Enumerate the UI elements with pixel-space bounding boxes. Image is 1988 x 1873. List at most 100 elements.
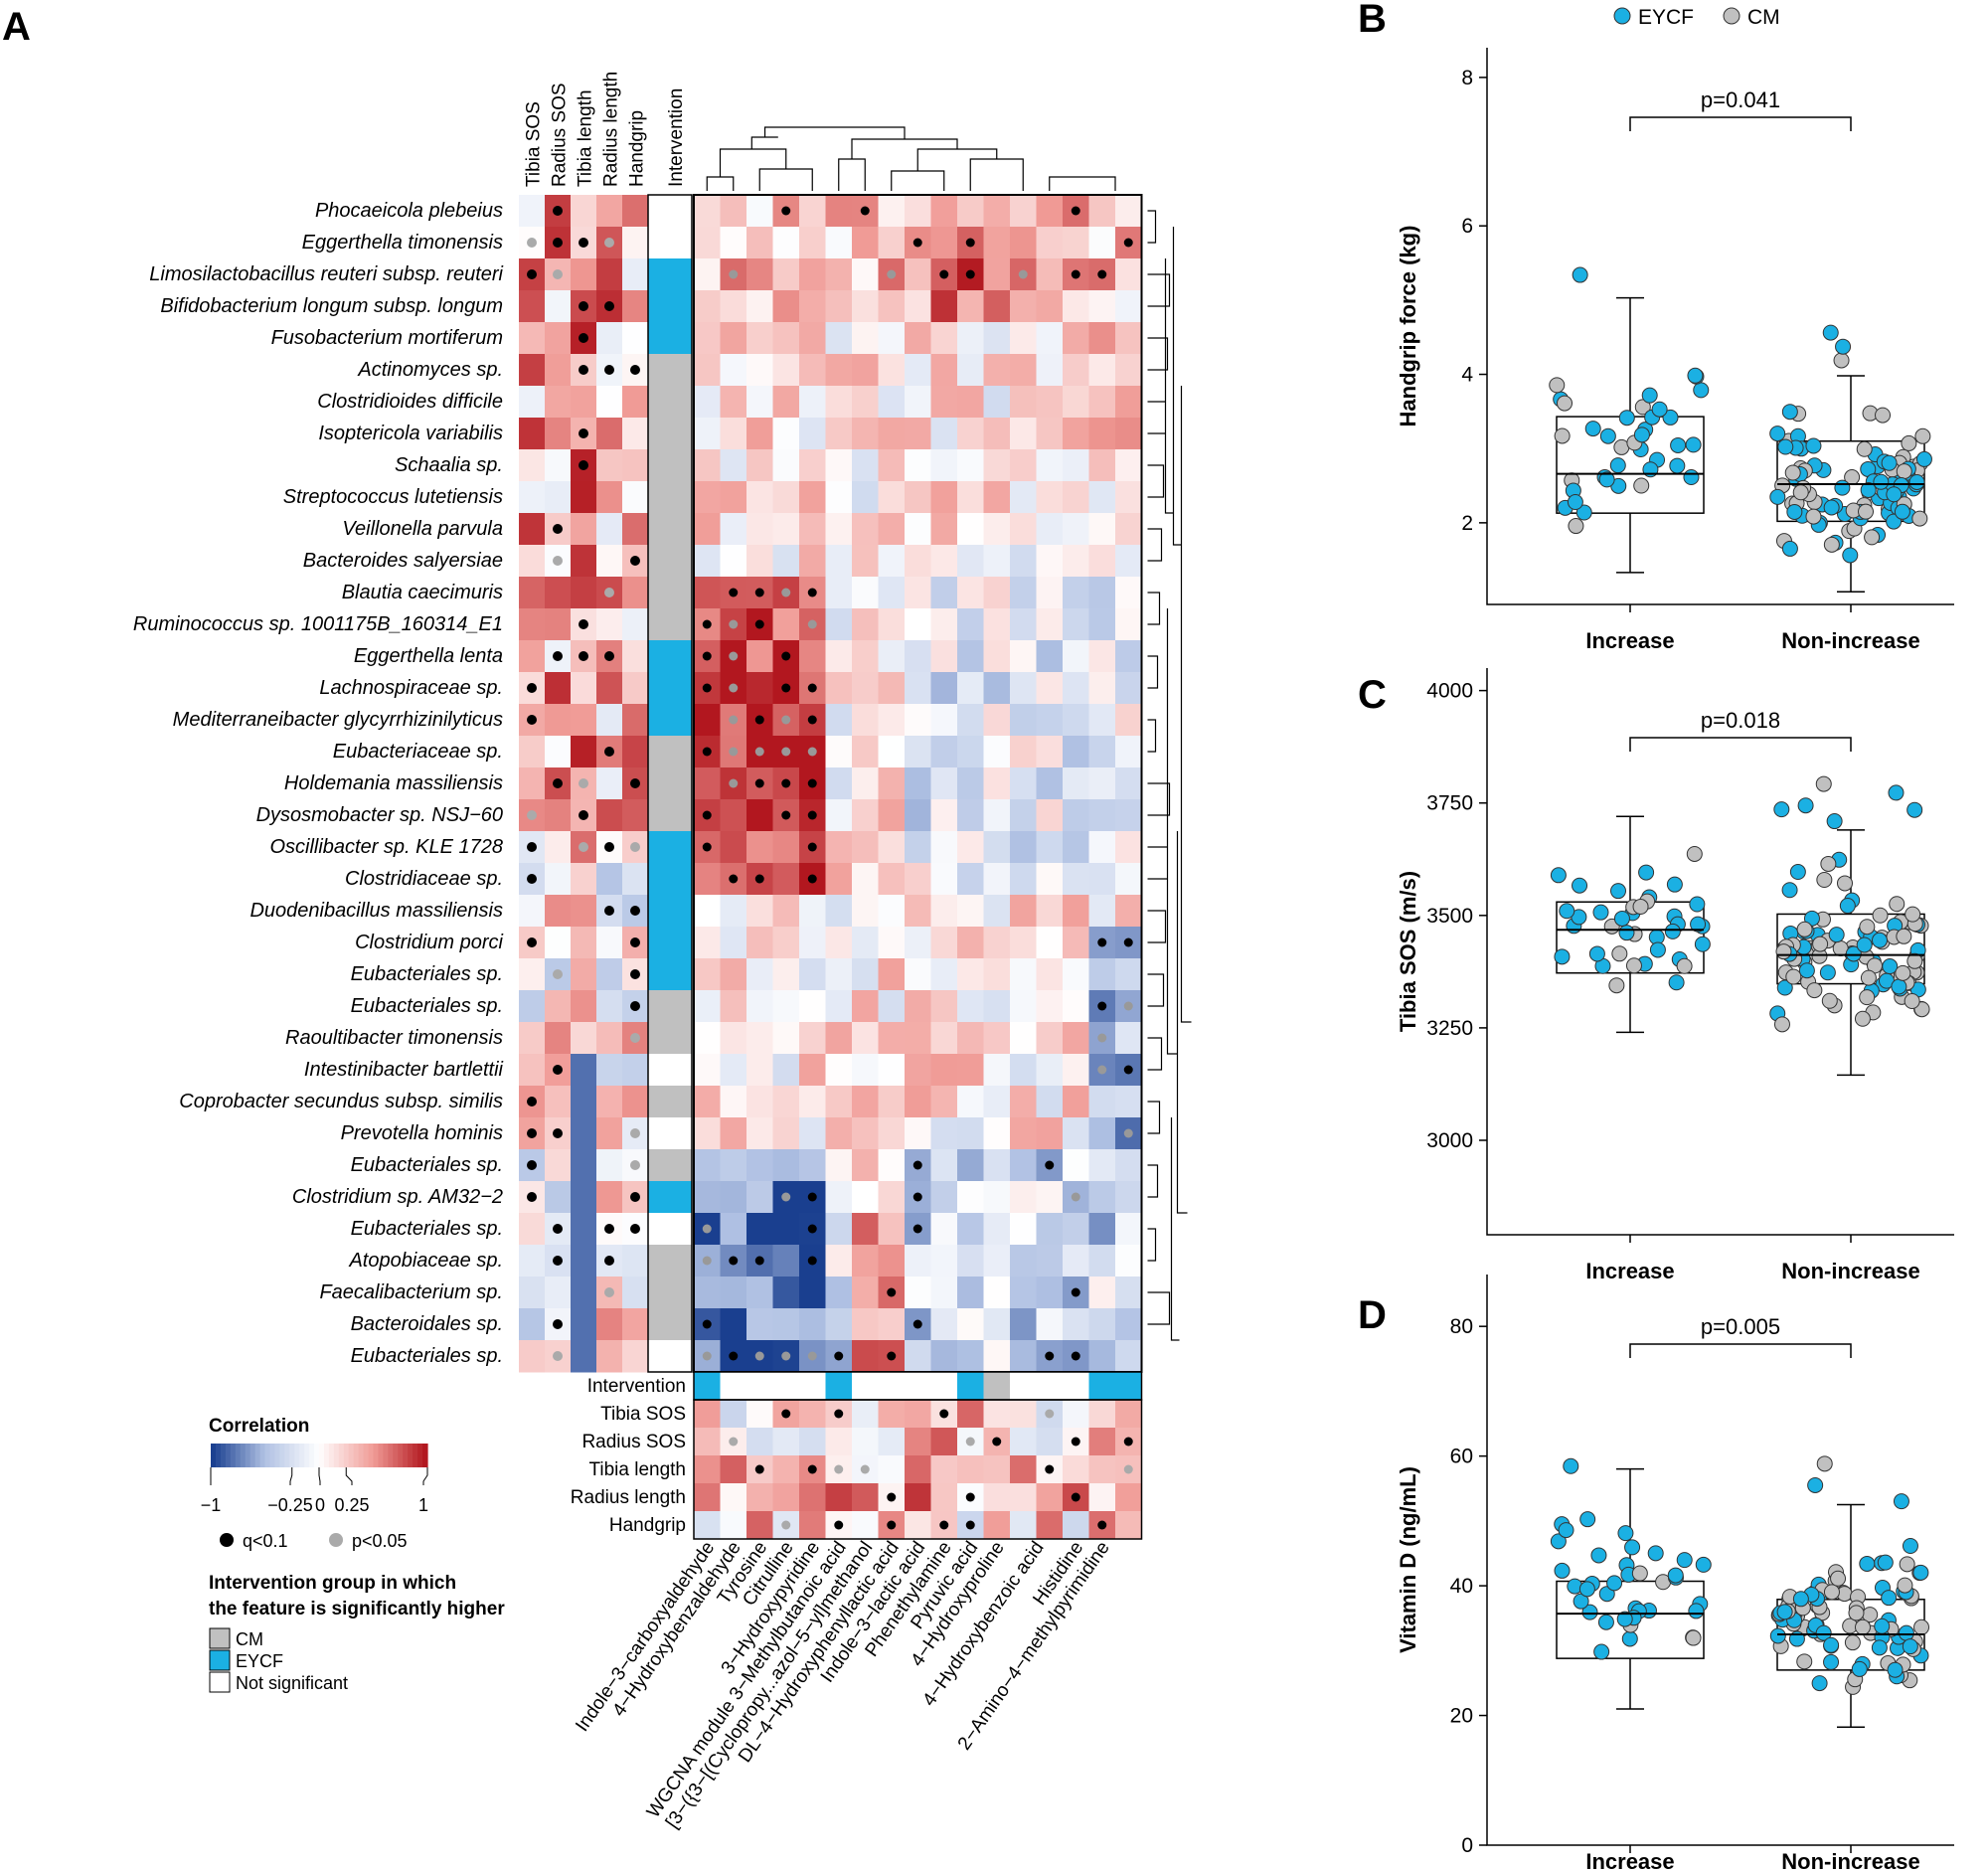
- data-point: [1670, 436, 1687, 453]
- data-point: [1687, 367, 1704, 384]
- heatmap-cell: [878, 831, 906, 864]
- significance-dot: [604, 1256, 614, 1266]
- bottom-cell: [852, 1372, 879, 1401]
- left-cell: [545, 386, 572, 419]
- left-cell: [545, 481, 572, 514]
- left-cell: [596, 1086, 623, 1118]
- heatmap-cell: [825, 449, 853, 482]
- heatmap-cell: [983, 1308, 1011, 1341]
- bottom-cell: [878, 1428, 906, 1456]
- row-label: Limosilactobacillus reuteri subsp. reute…: [149, 263, 503, 285]
- significance-bracket: [1629, 1343, 1852, 1358]
- heatmap-cell: [905, 927, 931, 959]
- heatmap-cell: [825, 258, 853, 291]
- significance-dot: [630, 1001, 640, 1011]
- data-point: [1871, 932, 1888, 948]
- colorbar-segment: [333, 1444, 340, 1467]
- colorbar-segment: [289, 1444, 295, 1467]
- colorbar-segment: [383, 1444, 389, 1467]
- heatmap-cell: [746, 258, 773, 291]
- heatmap-cell: [694, 513, 721, 546]
- significance-dot: [579, 238, 588, 248]
- data-point: [1881, 454, 1898, 471]
- bottom-cell: [799, 1372, 826, 1401]
- heatmap-cell: [1036, 799, 1064, 832]
- data-point: [1807, 1476, 1824, 1493]
- heatmap-cell: [694, 418, 721, 450]
- heatmap-cell: [1010, 767, 1037, 800]
- heatmap-cell: [694, 354, 721, 387]
- significance-dot: [553, 524, 563, 534]
- heatmap-cell: [1088, 545, 1116, 578]
- heatmap-cell: [694, 290, 721, 323]
- bottom-cell: [1088, 1483, 1116, 1512]
- left-cell: [519, 577, 546, 609]
- heatmap-cell: [694, 927, 721, 959]
- bottom-cell: [1088, 1372, 1116, 1401]
- heatmap-cell: [694, 481, 721, 514]
- heatmap-cell: [1115, 545, 1142, 578]
- significance-dot: [1071, 1192, 1080, 1202]
- heatmap-cell: [694, 1054, 721, 1087]
- data-point: [1886, 486, 1903, 503]
- left-cell: [571, 927, 597, 959]
- significance-dot: [527, 810, 537, 820]
- significance-dot: [834, 1409, 844, 1419]
- bottom-cell: [983, 1455, 1011, 1484]
- heatmap-cell: [852, 1054, 879, 1087]
- data-point: [1895, 964, 1911, 981]
- data-point: [1820, 855, 1837, 872]
- heatmap-cell: [852, 386, 879, 419]
- colorbar-segment: [393, 1444, 399, 1467]
- heatmap-cell: [1010, 1308, 1037, 1341]
- heatmap-cell: [852, 640, 879, 673]
- colorbar-segment: [254, 1444, 261, 1467]
- intervention-cell: [648, 577, 692, 609]
- data-point: [1893, 1493, 1909, 1510]
- row-label: Eubacteriales sp.: [351, 963, 503, 985]
- significance-dot: [1018, 269, 1028, 279]
- intervention-cell: [648, 895, 692, 928]
- bottom-cell: [720, 1400, 747, 1429]
- heatmap-cell: [983, 608, 1011, 641]
- significance-dot: [527, 1160, 537, 1170]
- eycf-label: EYCF: [236, 1651, 283, 1671]
- significance-dot: [579, 619, 588, 629]
- significance-dot: [807, 1464, 817, 1474]
- significance-dot: [807, 810, 817, 820]
- heatmap-cell: [825, 513, 853, 546]
- bottom-cell: [825, 1483, 853, 1512]
- heatmap-cell: [825, 736, 853, 768]
- significance-dot: [754, 778, 764, 788]
- heatmap-cell: [1010, 481, 1037, 514]
- heatmap-cell: [930, 290, 958, 323]
- left-cell: [622, 608, 649, 641]
- intervention-cell: [648, 386, 692, 419]
- significance-dot: [860, 1464, 870, 1474]
- data-point: [1676, 1552, 1693, 1569]
- heatmap-cell: [905, 290, 931, 323]
- left-cell: [596, 1308, 623, 1341]
- data-point: [1598, 471, 1615, 488]
- colorbar-segment: [269, 1444, 276, 1467]
- heatmap-cell: [825, 958, 853, 991]
- bottom-cell: [1088, 1455, 1116, 1484]
- data-point: [1858, 503, 1875, 520]
- significance-dot: [912, 238, 922, 248]
- intervention-cell: [648, 1054, 692, 1087]
- tick-label-0: 0: [315, 1495, 325, 1515]
- axis-line: [1486, 668, 1954, 1236]
- heatmap-cell: [878, 1181, 906, 1214]
- row-label: Duodenibacillus massiliensis: [249, 900, 503, 922]
- heatmap-cell: [983, 195, 1011, 228]
- left-cell: [545, 449, 572, 482]
- colorbar-segment: [358, 1444, 365, 1467]
- significance-dot: [553, 778, 563, 788]
- significance-dot: [807, 874, 817, 884]
- heatmap-cell: [825, 927, 853, 959]
- heatmap-cell: [878, 322, 906, 355]
- y-tick-label: 3250: [1426, 1017, 1473, 1040]
- heatmap-cell: [1115, 577, 1142, 609]
- significance-dot: [553, 556, 563, 566]
- significance-dot: [1097, 937, 1107, 947]
